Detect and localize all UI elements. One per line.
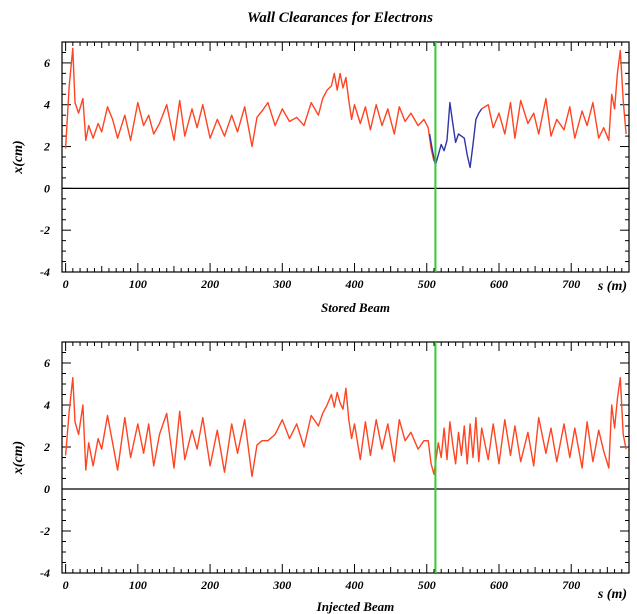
panel-caption: Stored Beam — [321, 300, 390, 315]
y-tick-label: 6 — [44, 356, 50, 370]
x-tick-label: 200 — [200, 578, 219, 592]
y-tick-label: -2 — [40, 223, 50, 237]
x-axis-label: s (m) — [597, 587, 627, 602]
y-tick-label: -4 — [40, 265, 50, 279]
x-tick-label: 600 — [490, 578, 508, 592]
y-tick-label: 4 — [43, 398, 50, 412]
x-tick-label: 200 — [200, 277, 219, 291]
y-tick-label: 4 — [43, 98, 50, 112]
x-axis-label: s (m) — [597, 279, 627, 294]
x-tick-label: 300 — [272, 277, 291, 291]
series-line-2 — [481, 49, 627, 142]
plot-frame — [61, 41, 630, 273]
series-line-0 — [64, 377, 627, 478]
x-tick-label: 400 — [345, 277, 364, 291]
injected-beam-panel: 0 100 200 300 400 500 600 700 6 4 2 0 -2 -4 x(cm) s (m)… — [11, 341, 630, 614]
plot-frame — [61, 341, 630, 574]
y-tick-label: 2 — [43, 440, 50, 454]
x-tick-label: 500 — [418, 277, 436, 291]
x-tick-label: 0 — [63, 277, 69, 291]
x-tick-label: 100 — [129, 578, 147, 592]
x-tick-label: 400 — [345, 578, 364, 592]
x-tick-label: 100 — [129, 277, 147, 291]
y-tick-label: 2 — [43, 140, 50, 154]
x-tick-label: 500 — [418, 578, 436, 592]
y-tick-label: 6 — [44, 56, 50, 70]
stored-beam-panel: 0 100 200 300 400 500 600 700 6 4 2 0 -2 -4 x(cm) s (m)… — [11, 41, 630, 315]
y-tick-label: -2 — [40, 524, 50, 538]
x-tick-label: 600 — [490, 277, 508, 291]
y-axis-label: x(cm) — [11, 140, 26, 174]
panel-caption: Injected Beam — [316, 599, 395, 614]
x-tick-label: 700 — [562, 277, 580, 291]
y-tick-label: 0 — [44, 482, 50, 496]
series-line-0 — [64, 47, 435, 162]
figure-title: Wall Clearances for Electrons — [247, 10, 433, 26]
y-tick-label: 0 — [44, 181, 50, 195]
y-tick-label: -4 — [40, 566, 50, 580]
x-tick-label: 700 — [562, 578, 580, 592]
y-axis-label: x(cm) — [11, 441, 26, 475]
series-line-1 — [428, 101, 483, 169]
x-tick-label: 300 — [272, 578, 291, 592]
x-tick-label: 0 — [63, 578, 69, 592]
